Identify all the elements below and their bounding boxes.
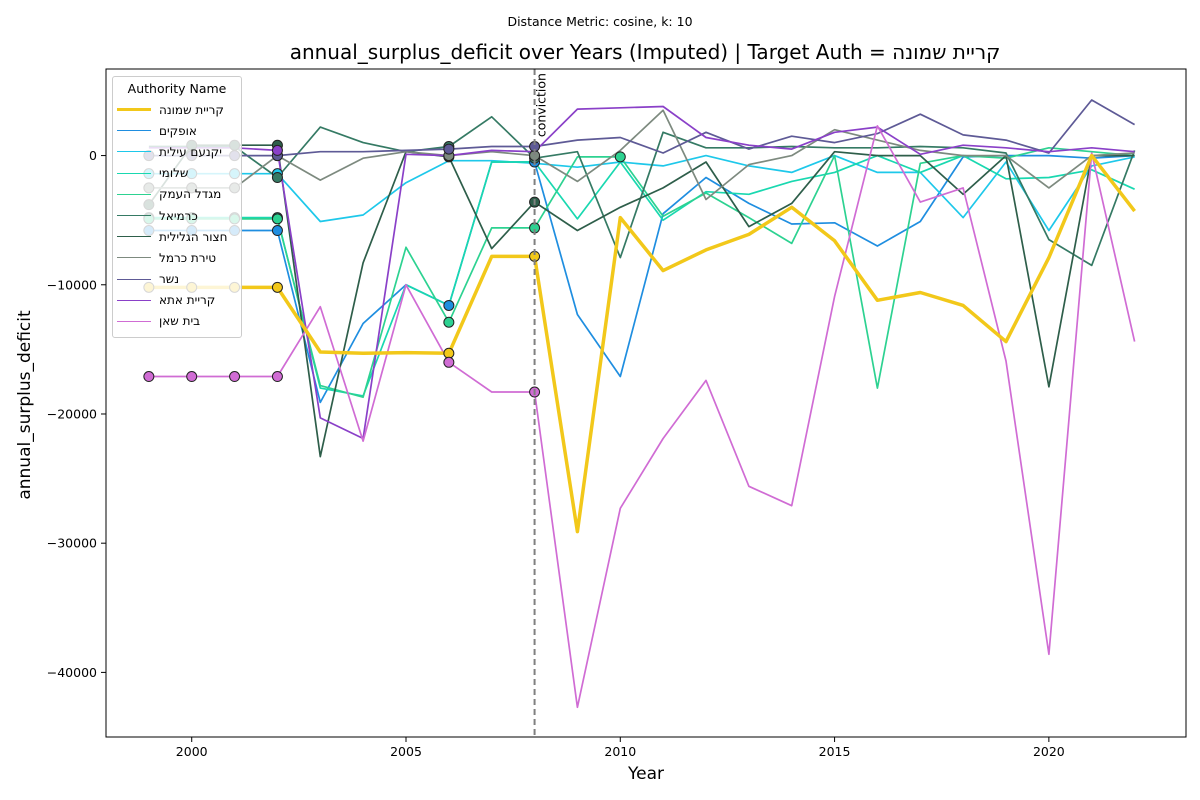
chart-title: annual_surplus_deficit over Years (Imput… xyxy=(289,40,1001,64)
legend-swatch xyxy=(117,236,151,238)
legend-swatch xyxy=(117,215,151,217)
legend-label: שלומי xyxy=(159,166,189,181)
annotation-layer: conviction xyxy=(533,69,549,737)
x-tick-label: 2010 xyxy=(604,744,636,759)
imputed-point xyxy=(443,356,455,368)
legend-label: יקנעם עילית xyxy=(159,144,222,159)
legend-swatch xyxy=(117,278,151,280)
legend-label: חצור הגלילית xyxy=(159,229,228,244)
legend-item: קריית שמונה xyxy=(117,99,237,120)
legend-item: כרמיאל xyxy=(117,205,237,226)
legend-label: טירת כרמל xyxy=(159,250,217,265)
imputed-point xyxy=(443,347,455,359)
imputed-point xyxy=(271,172,283,184)
y-tick-label: 0 xyxy=(89,148,97,163)
y-tick-label: −20000 xyxy=(47,406,97,421)
y-tick-label: −30000 xyxy=(47,536,97,551)
series-line xyxy=(148,125,1136,709)
imputed-point xyxy=(271,225,283,237)
x-tick-label: 2005 xyxy=(390,744,422,759)
legend-label: כרמיאל xyxy=(159,208,198,223)
legend-item: בית שאן xyxy=(117,311,237,332)
y-axis-label: annual_surplus_deficit xyxy=(15,310,35,500)
legend-label: מגדל העמק xyxy=(159,187,222,202)
conviction-label: conviction xyxy=(534,73,549,137)
legend-item: יקנעם עילית xyxy=(117,141,237,162)
legend-item: קריית אתא xyxy=(117,290,237,311)
legend-label: קריית אתא xyxy=(159,293,216,308)
axes-frame xyxy=(105,68,1187,738)
y-tick-label: −40000 xyxy=(47,665,97,680)
legend-label: קריית שמונה xyxy=(159,102,224,117)
series-lines xyxy=(148,99,1136,709)
legend-item: נשר xyxy=(117,269,237,290)
series-line xyxy=(148,144,1135,458)
imputed-point xyxy=(143,371,155,383)
suptitle: Distance Metric: cosine, k: 10 xyxy=(507,14,693,29)
x-tick-label: 2020 xyxy=(1033,744,1065,759)
x-tick-label: 2015 xyxy=(819,744,851,759)
series-line xyxy=(148,115,1136,267)
legend-item: שלומי xyxy=(117,163,237,184)
x-tick-label: 2000 xyxy=(176,744,208,759)
legend-item: חצור הגלילית xyxy=(117,226,237,247)
imputed-point xyxy=(614,151,626,163)
series-line xyxy=(148,105,1135,440)
legend-swatch xyxy=(117,151,151,153)
legend-swatch xyxy=(117,320,151,322)
legend-label: בית שאן xyxy=(159,314,201,329)
imputed-point xyxy=(229,371,241,383)
series-line xyxy=(148,153,1136,534)
imputed-point xyxy=(271,281,283,293)
y-tick-label: −10000 xyxy=(47,277,97,292)
legend-swatch xyxy=(117,108,151,112)
series-line xyxy=(148,109,1135,201)
legend-swatch xyxy=(117,257,151,259)
legend-item: טירת כרמל xyxy=(117,247,237,268)
legend-item: אופקים xyxy=(117,120,237,141)
imputed-point xyxy=(271,144,283,156)
legend-swatch xyxy=(117,130,151,132)
axes: 2000 2005 2010 2015 2020 0 −10000 −20000 −30000 −… xyxy=(47,68,1187,759)
legend: Authority Name קריית שמונה אופקים יקנעם עי… xyxy=(112,76,242,339)
legend-title: Authority Name xyxy=(127,81,227,96)
x-axis-label: Year xyxy=(628,764,664,784)
imputed-point xyxy=(443,299,455,311)
imputed-point xyxy=(443,316,455,328)
imputed-point xyxy=(271,213,283,225)
legend-swatch xyxy=(117,172,151,174)
imputed-point xyxy=(271,371,283,383)
series-line xyxy=(148,154,1135,232)
imputed-point xyxy=(186,371,198,383)
legend-item: מגדל העמק xyxy=(117,184,237,205)
imputed-point xyxy=(443,143,455,155)
legend-swatch xyxy=(117,299,151,301)
legend-label: אופקים xyxy=(159,123,197,138)
series-line xyxy=(148,99,1136,157)
legend-swatch xyxy=(117,193,151,195)
legend-label: נשר xyxy=(159,272,180,287)
